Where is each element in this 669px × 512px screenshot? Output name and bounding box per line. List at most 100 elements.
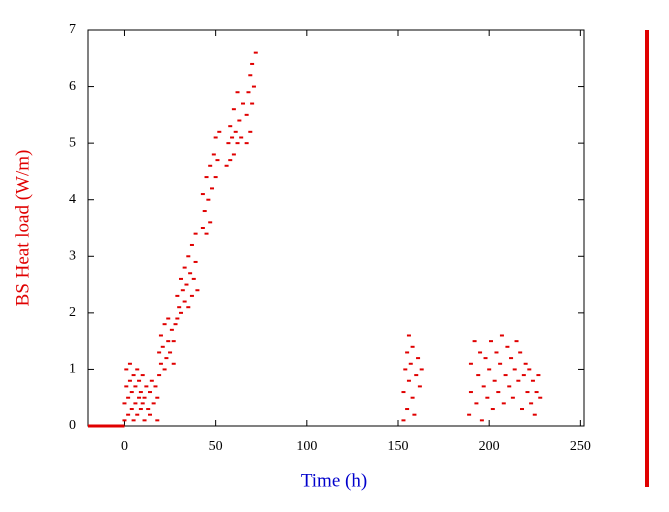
point	[204, 232, 209, 235]
point	[179, 311, 183, 314]
point	[202, 210, 207, 213]
point	[158, 362, 163, 365]
point	[246, 91, 251, 94]
point	[536, 374, 541, 377]
x-tick-label: 150	[388, 439, 409, 454]
y-tick-label: 7	[69, 22, 76, 37]
point	[499, 334, 504, 337]
point	[237, 119, 242, 122]
point	[131, 374, 136, 377]
point	[126, 396, 131, 399]
point	[235, 142, 240, 145]
point	[520, 408, 524, 411]
point	[483, 357, 488, 360]
plot-frame	[87, 29, 585, 427]
point	[503, 374, 508, 377]
point	[122, 419, 127, 422]
point	[538, 396, 543, 399]
point	[244, 113, 249, 116]
point	[534, 391, 539, 394]
point	[512, 368, 517, 371]
point	[193, 232, 198, 235]
point	[228, 125, 233, 128]
point	[250, 62, 255, 65]
point	[523, 362, 528, 365]
point	[510, 396, 515, 399]
point	[518, 351, 523, 354]
point	[148, 391, 152, 394]
point	[217, 130, 222, 133]
point	[124, 368, 129, 371]
point	[169, 328, 174, 331]
point	[530, 379, 535, 382]
point	[224, 164, 229, 167]
point	[146, 408, 151, 411]
point	[492, 379, 497, 382]
point	[213, 136, 218, 139]
y-tick-label: 0	[69, 418, 76, 433]
point	[200, 227, 205, 229]
point	[468, 362, 473, 365]
x-tick-label: 100	[296, 439, 317, 454]
x-tick-label: 250	[570, 439, 591, 454]
point	[498, 362, 503, 365]
point	[414, 374, 419, 377]
point	[129, 391, 134, 394]
point	[151, 402, 156, 405]
point	[226, 142, 231, 145]
point	[157, 351, 162, 354]
point	[133, 402, 138, 405]
point	[248, 74, 253, 77]
point	[521, 374, 526, 377]
point	[129, 408, 134, 411]
point	[188, 272, 193, 275]
point	[135, 368, 140, 371]
point	[235, 91, 240, 94]
point	[228, 159, 233, 162]
point	[189, 243, 194, 246]
point	[408, 362, 413, 365]
point	[507, 385, 512, 388]
y-tick-label: 1	[69, 362, 76, 377]
point	[509, 357, 514, 360]
point	[171, 340, 176, 343]
point	[193, 260, 198, 263]
point	[122, 402, 127, 405]
point	[135, 413, 140, 416]
point	[403, 368, 408, 371]
point	[186, 255, 191, 258]
point	[126, 413, 131, 416]
point	[410, 396, 415, 399]
point	[158, 334, 163, 337]
point	[416, 357, 421, 360]
point	[177, 306, 182, 309]
point	[195, 289, 200, 292]
point	[472, 340, 477, 343]
y-tick-label: 4	[69, 192, 76, 207]
point	[149, 379, 154, 382]
point	[131, 419, 136, 422]
point	[213, 176, 218, 179]
point	[417, 385, 422, 388]
point	[200, 193, 205, 196]
point	[494, 351, 499, 354]
point	[140, 402, 145, 405]
point	[241, 102, 245, 105]
point	[231, 108, 236, 111]
point	[168, 351, 173, 354]
point	[127, 379, 132, 382]
y-tick-label: 5	[69, 135, 76, 150]
point	[171, 362, 176, 365]
point	[401, 391, 406, 394]
point	[162, 368, 167, 371]
point	[410, 345, 415, 348]
x-tick-label: 200	[479, 439, 500, 454]
point	[514, 340, 519, 343]
point	[189, 294, 194, 297]
point	[527, 368, 532, 371]
point	[412, 413, 417, 416]
point	[525, 391, 530, 394]
point	[153, 385, 158, 388]
point	[204, 176, 209, 179]
point	[173, 323, 178, 326]
